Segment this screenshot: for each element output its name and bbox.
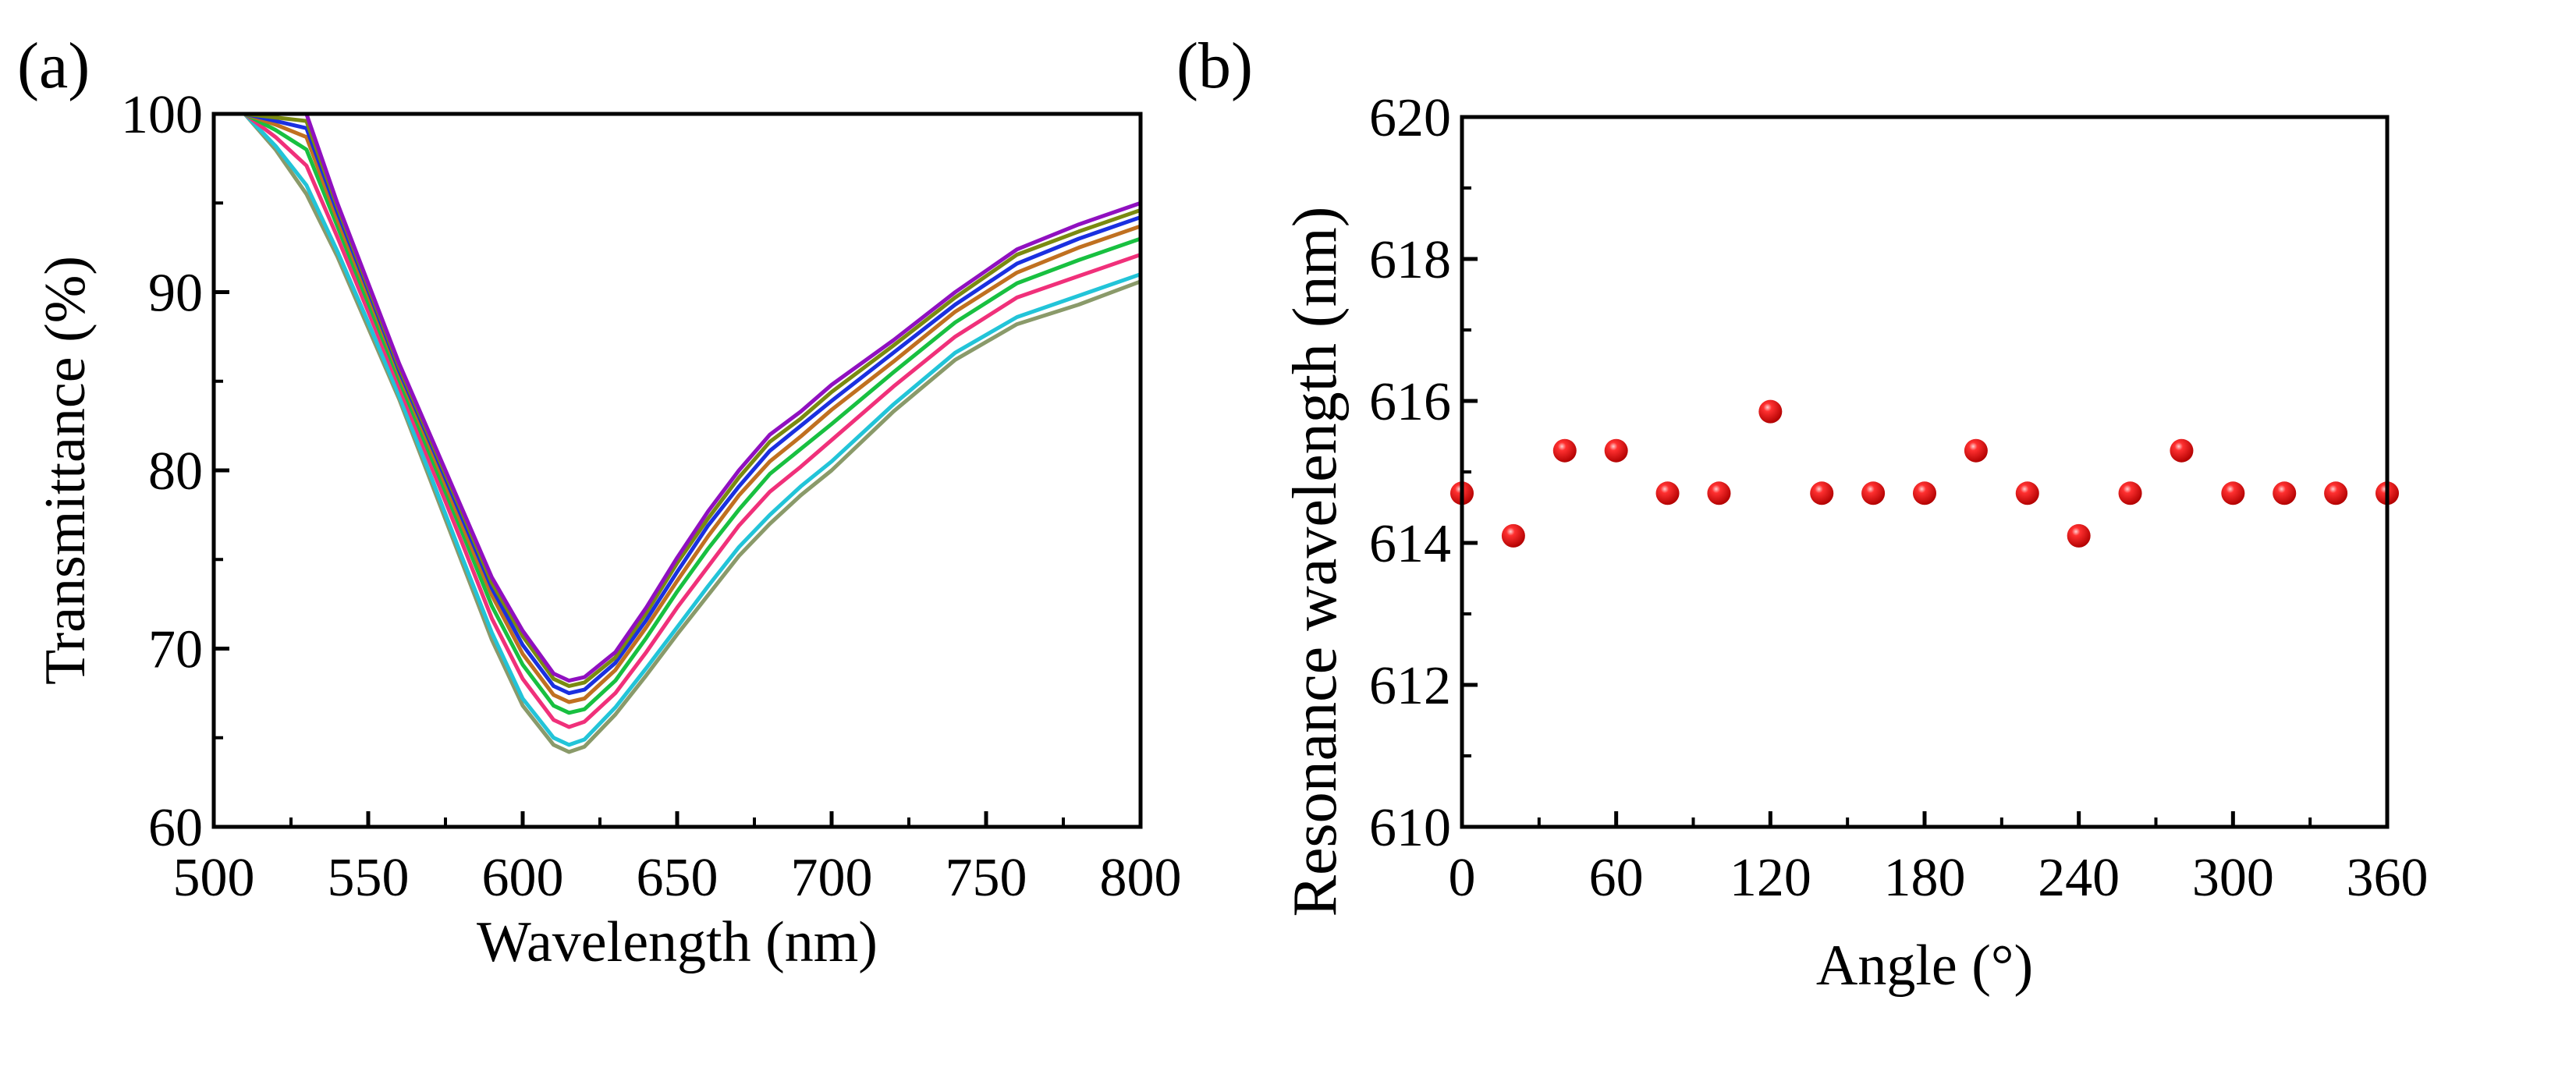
- series-line-s8: [244, 114, 1141, 683]
- data-point: [1861, 481, 1886, 505]
- data-point: [1758, 399, 1783, 424]
- y-axis-label-b: Resonance wavelength (nm): [1281, 207, 1350, 917]
- x-tick-label: 240: [2038, 848, 2120, 908]
- y-tick-label: 100: [121, 85, 203, 145]
- series-line-s1: [243, 114, 1141, 754]
- data-point: [1655, 481, 1680, 505]
- data-point: [1552, 438, 1577, 463]
- x-tick-label: 360: [2347, 848, 2429, 908]
- panel-b-resonance-chart: (b) 0 60 120 180 240 300 360 610 612 614 616 618 620…: [1176, 30, 2429, 998]
- series-line-s7: [244, 114, 1141, 688]
- plot-area-b: [1450, 399, 2399, 548]
- data-point: [2273, 481, 2297, 505]
- data-point: [1913, 481, 1936, 505]
- data-point: [1964, 438, 1988, 463]
- y-tick-label: 618: [1369, 230, 1451, 290]
- axes-a: 500 550 600 650 700 750 800 60 70 80 90 100: [121, 85, 1182, 908]
- x-tick-label: 0: [1449, 848, 1476, 908]
- x-tick-label: 550: [328, 848, 410, 908]
- axes-frame: [1460, 115, 2390, 829]
- series-line-s3: [243, 114, 1141, 729]
- x-tick-label: 500: [173, 848, 255, 908]
- x-tick-label: 60: [1589, 848, 1644, 908]
- y-tick-label: 80: [148, 442, 203, 502]
- x-tick-label: 700: [791, 848, 873, 908]
- data-point: [2067, 523, 2091, 548]
- y-tick-label: 90: [148, 264, 203, 324]
- x-tick-label: 300: [2192, 848, 2274, 908]
- y-tick-label: 616: [1369, 372, 1451, 432]
- data-point: [2170, 438, 2194, 463]
- y-tick-label: 60: [148, 798, 203, 858]
- data-point: [2015, 481, 2039, 505]
- data-point: [2118, 481, 2142, 505]
- data-point: [1604, 438, 1628, 463]
- y-tick-label: 70: [148, 620, 203, 680]
- series-line-s2: [243, 114, 1141, 747]
- data-point: [1707, 481, 1731, 505]
- panel-label-a: (a): [17, 30, 90, 102]
- data-point: [2221, 481, 2245, 505]
- data-point: [1810, 481, 1834, 505]
- panel-a-transmittance-chart: (a) 500 550 600 650 700 750 800 60 70 80 90 100 Wav…: [17, 30, 1182, 974]
- y-tick-label: 620: [1369, 88, 1451, 148]
- x-tick-label: 800: [1100, 848, 1182, 908]
- x-axis-label-b: Angle (°): [1816, 934, 2033, 998]
- x-axis-label-a: Wavelength (nm): [477, 910, 878, 974]
- data-point: [2324, 481, 2348, 505]
- axes-b: 0 60 120 180 240 300 360 610 612 614 616 618 620: [1369, 88, 2429, 908]
- x-tick-label: 120: [1730, 848, 1811, 908]
- series-line-s4: [243, 114, 1141, 715]
- panel-label-b: (b): [1176, 30, 1253, 102]
- y-axis-label-a: Transmittance (%): [34, 256, 98, 685]
- y-tick-label: 610: [1369, 798, 1451, 858]
- y-tick-label: 614: [1369, 514, 1451, 574]
- plot-area-a: [243, 114, 1141, 754]
- y-tick-label: 612: [1369, 656, 1451, 716]
- x-tick-label: 600: [482, 848, 564, 908]
- x-tick-label: 180: [1884, 848, 1966, 908]
- x-tick-label: 750: [946, 848, 1027, 908]
- data-point: [1501, 523, 1525, 548]
- x-tick-label: 650: [637, 848, 719, 908]
- axes-frame: [211, 112, 1143, 829]
